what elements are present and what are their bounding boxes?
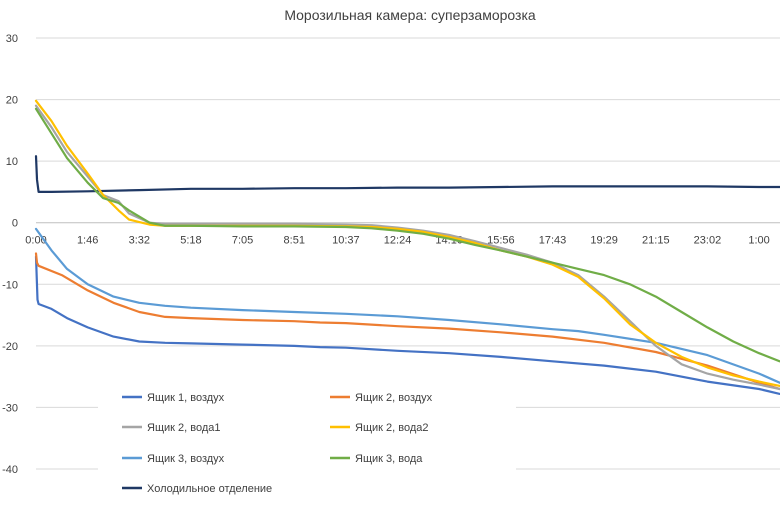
x-tick-label: 15:56 — [487, 235, 515, 247]
x-tick-label: 5:18 — [180, 235, 201, 247]
series-line — [34, 155, 780, 193]
legend-label: Ящик 1, воздух — [147, 392, 225, 404]
series-lines — [34, 99, 780, 395]
x-tick-label: 10:37 — [332, 235, 360, 247]
x-tick-label: 23:02 — [694, 235, 722, 247]
y-tick-label: 10 — [6, 156, 18, 168]
series-line — [34, 255, 780, 395]
x-tick-label: 17:43 — [539, 235, 567, 247]
x-tick-label: 19:29 — [590, 235, 618, 247]
y-tick-label: 30 — [6, 33, 18, 45]
x-tick-label: 1:00 — [748, 235, 769, 247]
y-tick-label: -40 — [2, 464, 18, 476]
series-line — [34, 104, 780, 391]
legend-box — [98, 382, 516, 521]
x-axis: 0:00 1:46 3:32 5:18 7:05 8:51 10:37 12:24 14:10 1… — [25, 222, 780, 247]
x-tick-label: 12:24 — [384, 235, 412, 247]
y-tick-label: -10 — [2, 279, 18, 291]
x-tick-label: 1:46 — [77, 235, 98, 247]
chart-title: Морозильная камера: суперзаморозка — [284, 7, 536, 23]
legend-label: Ящик 2, воздух — [355, 392, 433, 404]
x-tick-label: 21:15 — [642, 235, 670, 247]
x-tick-label: 8:51 — [284, 235, 305, 247]
legend-label: Ящик 2, вода2 — [355, 422, 429, 434]
x-tick-label: 7:05 — [232, 235, 253, 247]
y-tick-label: 20 — [6, 95, 18, 107]
series-line — [34, 107, 780, 363]
series-line — [34, 252, 780, 391]
legend-label: Холодильное отделение — [147, 483, 272, 495]
series-line — [34, 99, 780, 387]
y-tick-label: -20 — [2, 341, 18, 353]
legend-label: Ящик 2, вода1 — [147, 422, 221, 434]
legend-label: Ящик 3, воздух — [147, 453, 225, 465]
legend: Ящик 1, воздух Ящик 2, воздух Ящик 2, вода… — [98, 382, 516, 521]
y-tick-label: -30 — [2, 402, 18, 414]
y-tick-label: 0 — [12, 218, 18, 230]
legend-label: Ящик 3, вода — [355, 453, 423, 465]
y-axis-ticks: 30 20 10 0 -10 -20 -30 -40 — [2, 33, 18, 476]
x-tick-label: 3:32 — [129, 235, 150, 247]
series-line — [34, 227, 780, 384]
